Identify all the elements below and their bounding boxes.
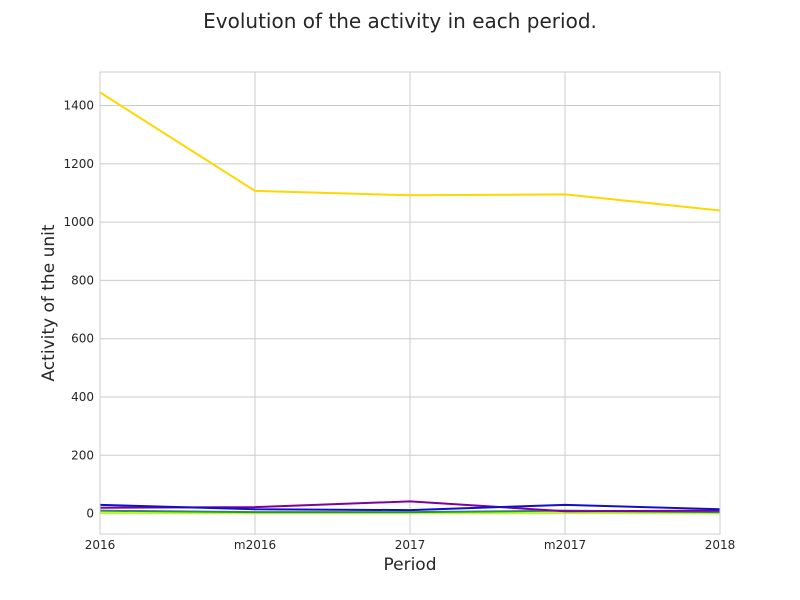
y-tick-label: 800 xyxy=(71,273,94,287)
y-tick-label: 1400 xyxy=(63,99,94,113)
y-tick-label: 1000 xyxy=(63,215,94,229)
y-tick-labels: 0 200 400 600 800 1000 1200 1400 xyxy=(63,99,94,521)
x-axis-label: Period xyxy=(383,555,436,575)
series-line-0 xyxy=(99,91,721,212)
x-tick-labels: 2016 m2016 2017 m2017 2018 xyxy=(85,538,736,552)
y-tick-label: 0 xyxy=(86,507,94,521)
x-tick-label: 2018 xyxy=(705,538,736,552)
x-tick-label: m2016 xyxy=(234,538,276,552)
y-tick-label: 600 xyxy=(71,332,94,346)
chart-title: Evolution of the activity in each period… xyxy=(203,9,597,33)
y-tick-label: 400 xyxy=(71,390,94,404)
x-tick-label: 2017 xyxy=(395,538,426,552)
y-axis-label: Activity of the unit xyxy=(39,224,59,381)
x-tick-label: m2017 xyxy=(544,538,586,552)
plot-frame xyxy=(99,71,721,535)
series-line-1 xyxy=(99,503,721,512)
grid-lines xyxy=(99,72,721,534)
y-tick-label: 200 xyxy=(71,448,94,462)
series-lines xyxy=(99,91,721,515)
x-tick-label: 2016 xyxy=(85,538,116,552)
y-tick-label: 1200 xyxy=(63,157,94,171)
